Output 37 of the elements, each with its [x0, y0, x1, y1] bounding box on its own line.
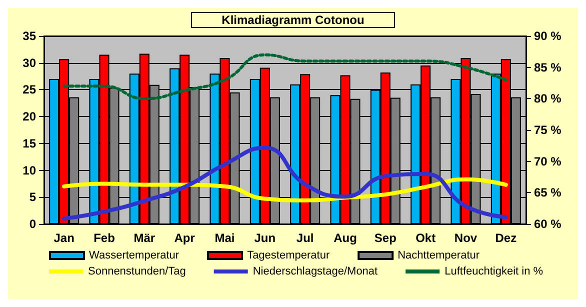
x-tick-label: Jan [54, 231, 74, 245]
y-tick-label: 35 [22, 29, 36, 43]
x-tick-label: Jul [296, 231, 314, 245]
x-tick-label: Apr [174, 231, 196, 245]
y2-tick-label: 75 % [534, 123, 562, 137]
line-series [62, 146, 508, 221]
x-tick-label: Dez [495, 231, 517, 245]
x-tick-label: Nov [454, 231, 478, 245]
y2-tick-label: 90 % [534, 29, 562, 43]
y-tick-label: 0 [29, 217, 36, 231]
legend-label: Luftfeuchtigkeit in % [444, 266, 544, 278]
y-tick-label: 30 [22, 56, 36, 70]
legend-label: Wassertemperatur [89, 250, 180, 262]
y2-tick-label: 65 % [534, 186, 562, 200]
line-series [62, 177, 508, 202]
y-tick-label: 15 [22, 136, 36, 150]
chart-title: Klimadiagramm Cotonou [222, 13, 364, 27]
x-tick-label: Mär [134, 231, 156, 245]
y-tick-label: 10 [22, 163, 36, 178]
y2-tick-label: 60 % [534, 217, 562, 231]
legend-label: Tagestemperatur [247, 250, 330, 262]
y2-tick-label: 70 % [534, 154, 562, 168]
line-series [62, 53, 508, 100]
x-tick-label: Feb [94, 231, 115, 245]
y-tick-label: 25 [22, 82, 36, 97]
x-tick-label: Mai [214, 231, 235, 245]
legend-label: Nachttemperatur [398, 250, 480, 262]
x-tick-label: Jun [254, 231, 276, 245]
legend-label: Niederschlagstage/Monat [252, 266, 378, 278]
y2-tick-label: 85 % [534, 60, 562, 74]
x-tick-label: Sep [374, 231, 396, 245]
legend-label: Sonnenstunden/Tag [88, 266, 186, 278]
x-tick-label: Okt [416, 231, 436, 245]
y-tick-label: 5 [29, 190, 36, 204]
y2-tick-label: 80 % [534, 92, 562, 106]
x-tick-label: Aug [334, 231, 357, 245]
y-tick-label: 20 [22, 110, 36, 124]
